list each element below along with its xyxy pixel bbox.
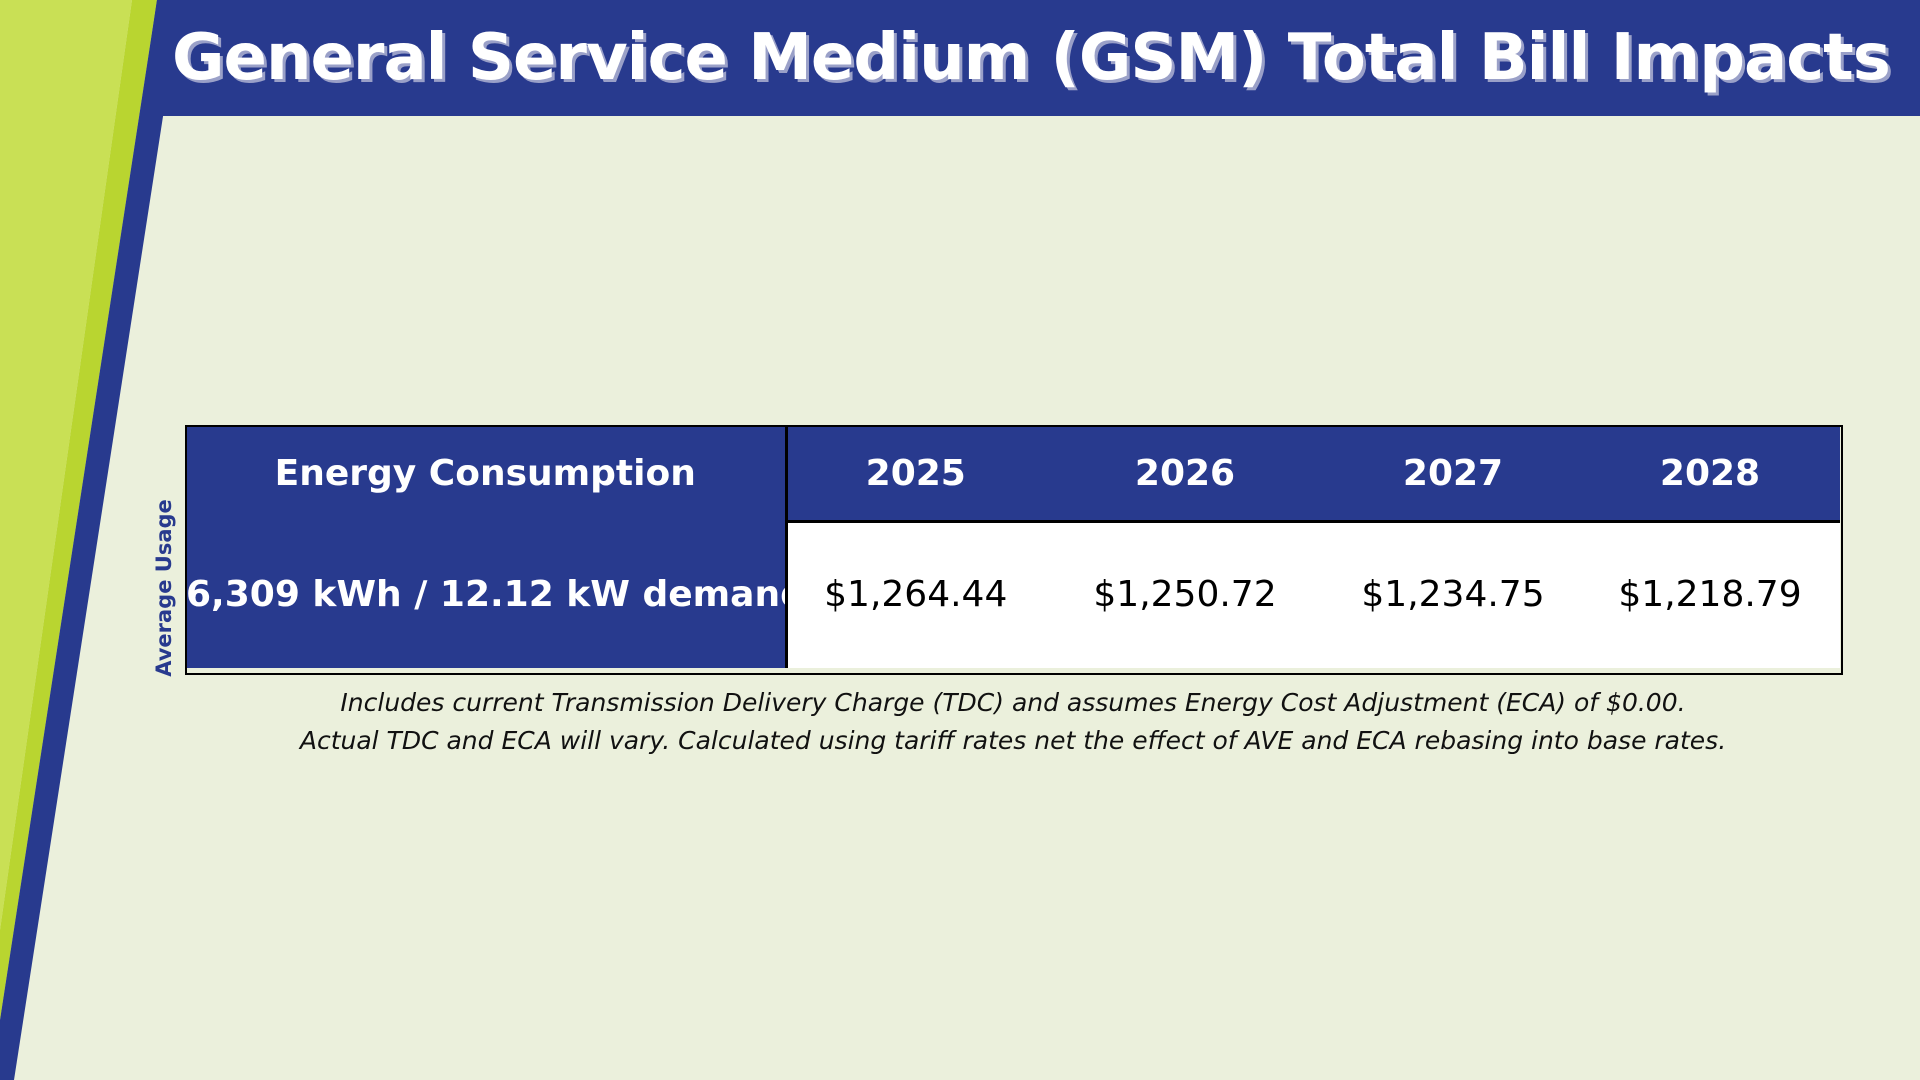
- energy-consumption-header: Energy Consumption: [186, 426, 788, 520]
- year-header-2026: 2026: [1044, 426, 1326, 520]
- bill-value-2027: $1,234.75: [1326, 520, 1580, 668]
- usage-description: 6,309 kWh / 12.12 kW demand: [186, 520, 788, 668]
- year-header-2028: 2028: [1580, 426, 1840, 520]
- page-title: General Service Medium (GSM) Total Bill …: [172, 21, 1891, 95]
- footnote: Includes current Transmission Delivery C…: [186, 684, 1840, 760]
- footnote-line-1: Includes current Transmission Delivery C…: [340, 688, 1686, 717]
- year-header-2027: 2027: [1326, 426, 1580, 520]
- bill-value-2025: $1,264.44: [786, 520, 1044, 668]
- navy-stripe: [0, 0, 164, 1080]
- year-header-2025: 2025: [786, 426, 1044, 520]
- footnote-line-2: Actual TDC and ECA will vary. Calculated…: [299, 726, 1727, 755]
- header-divider: [785, 520, 1840, 523]
- average-usage-label: Average Usage: [152, 499, 176, 677]
- bill-impact-table: Energy Consumption 2025 2026 2027 2028 6…: [186, 426, 1840, 668]
- title-bar: [140, 0, 1920, 116]
- bill-value-2028: $1,218.79: [1580, 520, 1840, 668]
- table-header-row: Energy Consumption 2025 2026 2027 2028: [186, 426, 1840, 520]
- table-row: 6,309 kWh / 12.12 kW demand $1,264.44 $1…: [186, 520, 1840, 668]
- bill-value-2026: $1,250.72: [1044, 520, 1326, 668]
